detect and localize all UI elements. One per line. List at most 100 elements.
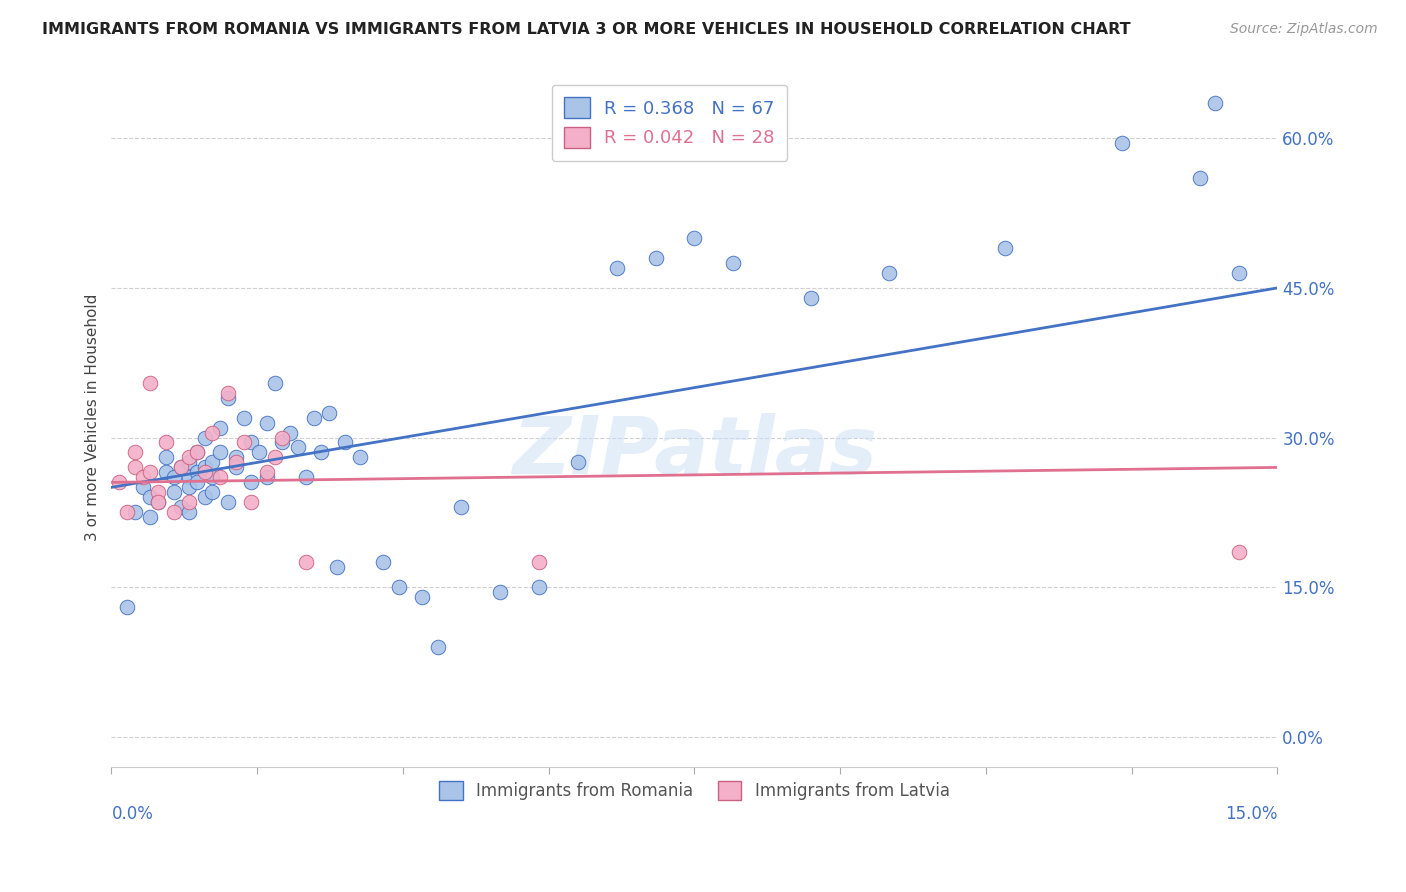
- Point: [124, 445, 146, 459]
- Point: [994, 241, 1017, 255]
- Point: [209, 445, 232, 459]
- Point: [186, 445, 208, 459]
- Point: [450, 500, 472, 515]
- Point: [263, 376, 285, 390]
- Point: [1227, 266, 1250, 280]
- Point: [225, 455, 247, 469]
- Point: [186, 475, 208, 490]
- Point: [256, 416, 278, 430]
- Point: [139, 376, 162, 390]
- Point: [567, 455, 589, 469]
- Point: [426, 640, 449, 654]
- Point: [683, 231, 706, 245]
- Point: [326, 560, 349, 574]
- Legend: Immigrants from Romania, Immigrants from Latvia: Immigrants from Romania, Immigrants from…: [433, 774, 956, 807]
- Point: [333, 435, 356, 450]
- Point: [194, 466, 217, 480]
- Point: [162, 470, 184, 484]
- Point: [271, 435, 294, 450]
- Point: [201, 485, 224, 500]
- Point: [179, 470, 201, 484]
- Point: [247, 445, 270, 459]
- Point: [170, 460, 193, 475]
- Point: [877, 266, 900, 280]
- Point: [124, 505, 146, 519]
- Point: [225, 450, 247, 465]
- Point: [131, 470, 153, 484]
- Point: [139, 466, 162, 480]
- Point: [131, 480, 153, 494]
- Point: [527, 555, 550, 569]
- Point: [155, 466, 177, 480]
- Point: [162, 505, 184, 519]
- Point: [388, 580, 411, 594]
- Text: 0.0%: 0.0%: [111, 805, 153, 823]
- Point: [217, 385, 239, 400]
- Point: [240, 435, 263, 450]
- Text: 15.0%: 15.0%: [1225, 805, 1278, 823]
- Point: [155, 450, 177, 465]
- Point: [294, 555, 316, 569]
- Point: [162, 485, 184, 500]
- Point: [1111, 136, 1133, 151]
- Point: [225, 460, 247, 475]
- Point: [209, 420, 232, 434]
- Point: [800, 291, 823, 305]
- Point: [263, 450, 285, 465]
- Point: [108, 475, 131, 490]
- Y-axis label: 3 or more Vehicles in Household: 3 or more Vehicles in Household: [86, 293, 100, 541]
- Point: [644, 251, 666, 265]
- Point: [146, 495, 169, 509]
- Point: [186, 466, 208, 480]
- Point: [146, 495, 169, 509]
- Point: [217, 391, 239, 405]
- Point: [527, 580, 550, 594]
- Point: [201, 455, 224, 469]
- Point: [287, 441, 309, 455]
- Point: [194, 491, 217, 505]
- Point: [240, 475, 263, 490]
- Point: [139, 510, 162, 524]
- Point: [723, 256, 745, 270]
- Point: [349, 450, 371, 465]
- Point: [278, 425, 301, 440]
- Point: [311, 445, 333, 459]
- Point: [179, 450, 201, 465]
- Text: IMMIGRANTS FROM ROMANIA VS IMMIGRANTS FROM LATVIA 3 OR MORE VEHICLES IN HOUSEHOL: IMMIGRANTS FROM ROMANIA VS IMMIGRANTS FR…: [42, 22, 1130, 37]
- Point: [256, 470, 278, 484]
- Point: [294, 470, 316, 484]
- Point: [302, 410, 325, 425]
- Point: [373, 555, 395, 569]
- Point: [115, 505, 138, 519]
- Point: [606, 260, 628, 275]
- Point: [139, 491, 162, 505]
- Point: [179, 505, 201, 519]
- Point: [170, 460, 193, 475]
- Point: [115, 600, 138, 615]
- Point: [256, 466, 278, 480]
- Point: [1188, 171, 1211, 186]
- Point: [240, 495, 263, 509]
- Point: [194, 460, 217, 475]
- Point: [318, 406, 340, 420]
- Point: [411, 590, 433, 604]
- Point: [201, 470, 224, 484]
- Text: ZIPatlas: ZIPatlas: [512, 414, 877, 491]
- Point: [271, 430, 294, 444]
- Point: [217, 495, 239, 509]
- Point: [170, 500, 193, 515]
- Text: Source: ZipAtlas.com: Source: ZipAtlas.com: [1230, 22, 1378, 37]
- Point: [124, 460, 146, 475]
- Point: [179, 455, 201, 469]
- Point: [1204, 96, 1226, 111]
- Point: [232, 410, 254, 425]
- Point: [179, 480, 201, 494]
- Point: [209, 470, 232, 484]
- Point: [489, 585, 512, 599]
- Point: [194, 430, 217, 444]
- Point: [232, 435, 254, 450]
- Point: [186, 445, 208, 459]
- Point: [1227, 545, 1250, 559]
- Point: [179, 495, 201, 509]
- Point: [146, 485, 169, 500]
